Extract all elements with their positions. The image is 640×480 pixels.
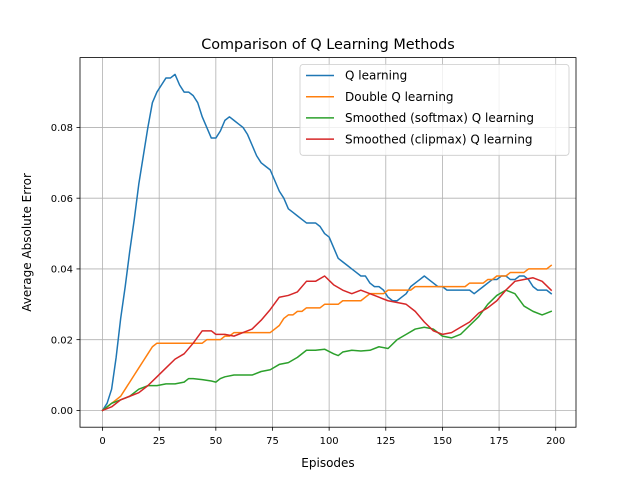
x-tick-label: 200 <box>546 436 565 447</box>
chart-title: Comparison of Q Learning Methods <box>201 37 455 53</box>
y-axis-label: Average Absolute Error <box>20 173 34 312</box>
x-tick-label: 175 <box>490 436 509 447</box>
plot-frame <box>79 57 577 428</box>
y-tick-label: 0.02 <box>51 335 73 346</box>
x-tick-label: 125 <box>376 436 395 447</box>
legend-label: Smoothed (softmax) Q learning <box>345 111 534 125</box>
y-tick-label: 0.08 <box>51 123 73 134</box>
series-line-smoothed-softmax-q-learning <box>101 289 553 412</box>
x-tick-label: 0 <box>99 436 105 447</box>
legend-label: Smoothed (clipmax) Q learning <box>345 132 533 146</box>
series-line-q-learning <box>101 73 553 412</box>
x-tick-label: 100 <box>320 436 339 447</box>
series-line-smoothed-clipmax-q-learning <box>101 275 553 412</box>
legend-box <box>299 64 570 156</box>
legend-label: Q learning <box>345 69 407 83</box>
x-tick-label: 50 <box>209 436 222 447</box>
x-tick-label: 75 <box>266 436 279 447</box>
axis-ticks: 0 25 50 75 100 125 150 175 200 0.00 0.02 0.04 0.06 0.… <box>51 123 566 447</box>
legend: Q learning Double Q learning Smoothed (sof… <box>299 64 570 156</box>
legend-label: Double Q learning <box>345 90 454 104</box>
y-tick-label: 0.06 <box>51 194 73 205</box>
x-axis-label: Episodes <box>301 456 354 470</box>
y-tick-label: 0.00 <box>51 406 73 417</box>
x-tick-label: 25 <box>153 436 166 447</box>
y-tick-label: 0.04 <box>51 265 73 276</box>
x-tick-label: 150 <box>433 436 452 447</box>
series-line-double-q-learning <box>101 264 553 412</box>
series-lines <box>101 73 553 412</box>
